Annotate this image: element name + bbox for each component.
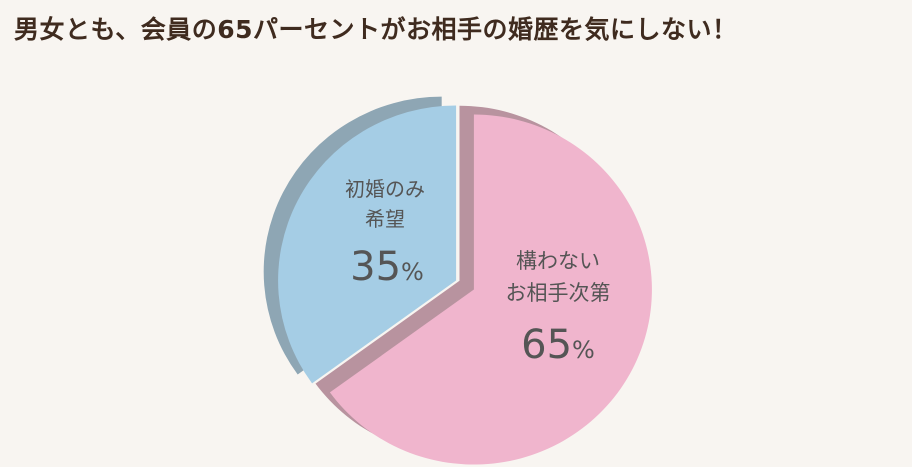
slice-kamawanai: [329, 114, 652, 465]
slice-label-line: 希望: [365, 207, 405, 231]
slice-label-line: 初婚のみ: [345, 177, 425, 201]
chart-title: 男女とも、会員の65パーセントがお相手の婚歴を気にしない！: [14, 15, 738, 44]
slice-value-label: 35%: [350, 244, 424, 290]
slice-shokon-nomi: [278, 105, 457, 384]
slice-value-label: 65%: [521, 322, 595, 368]
slice-label-line: お相手次第: [506, 281, 611, 305]
slice-label-line: 構わない: [516, 249, 600, 273]
